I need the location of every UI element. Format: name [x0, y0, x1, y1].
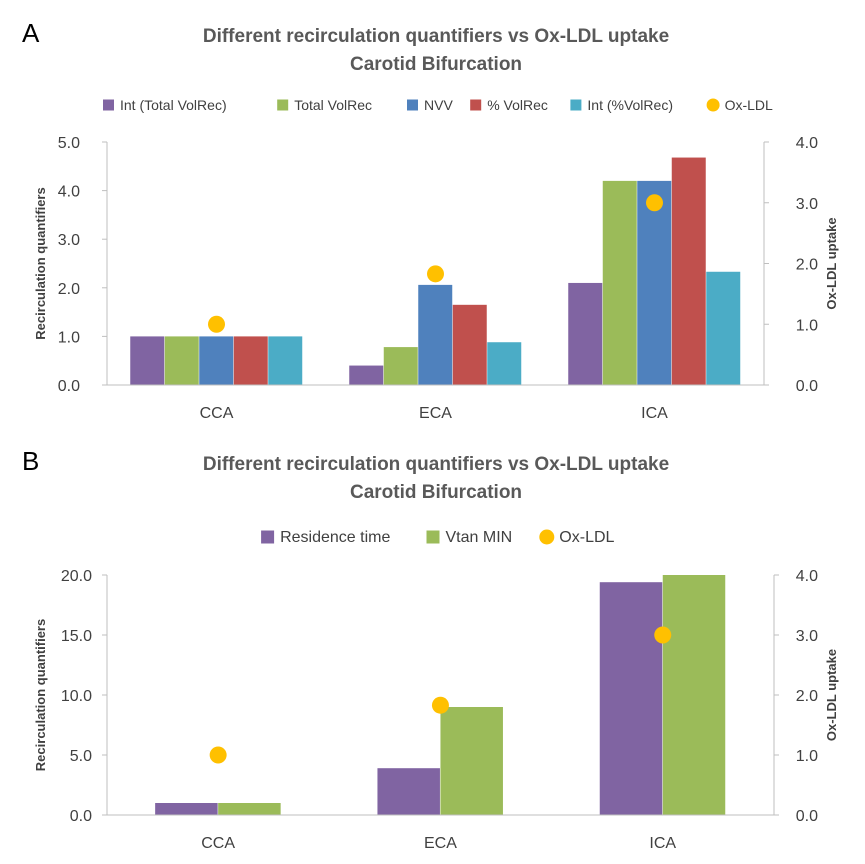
bar-int-volrec--cca: [268, 336, 303, 385]
panel-a-title-line1: Different recirculation quantifiers vs O…: [203, 26, 669, 47]
bar-vtan-min-ica: [662, 575, 726, 815]
legend-item-ox-ldl: Ox-LDL: [539, 529, 615, 546]
panel-b: B Different recirculation quantifiers vs…: [22, 446, 839, 852]
bar--volrec-eca: [452, 304, 487, 385]
panel-b-title-line2: Carotid Bifurcation: [350, 482, 522, 503]
bar--volrec-cca: [233, 336, 268, 385]
y-tick-label: 5.0: [58, 135, 80, 152]
y-axis-title: Recirculation quantifiers: [33, 187, 48, 339]
legend-item-int-total-volrec-: Int (Total VolRec): [103, 97, 227, 113]
legend-swatch: [103, 99, 114, 111]
legend-item-vtan-min: Vtan MIN: [426, 529, 513, 546]
legend-label: Total VolRec: [294, 97, 372, 113]
bar-residence-time-eca: [377, 768, 440, 815]
category-label-cca: CCA: [200, 405, 234, 422]
legend-label: NVV: [424, 97, 453, 113]
panel-b-plot: 0.0 5.0 10.0 15.0 20.0 0.0 1.0 2.0 3.0 4.0 Recircu…: [33, 568, 839, 852]
legend-item--volrec: % VolRec: [470, 97, 548, 113]
legend-swatch: [539, 529, 555, 545]
panel-a-legend: Int (Total VolRec) Total VolRec NVV % VolRe…: [103, 97, 773, 113]
legend-swatch: [426, 530, 440, 544]
bar-int-volrec--eca: [487, 342, 522, 385]
y-tick-label: 0.0: [70, 808, 92, 825]
y-tick-label: 1.0: [58, 329, 80, 346]
legend-item-residence-time: Residence time: [261, 529, 390, 546]
legend-item-nvv: NVV: [407, 97, 453, 113]
legend-label: Vtan MIN: [446, 529, 513, 546]
bar-int-volrec--ica: [706, 271, 741, 385]
point-ox-ldl-eca: [427, 265, 444, 283]
y-tick-label: 20.0: [61, 568, 92, 585]
category-label-ica: ICA: [641, 405, 668, 422]
bar-nvv-cca: [199, 336, 234, 385]
legend-label: Int (Total VolRec): [120, 97, 227, 113]
y2-tick-label: 4.0: [796, 135, 818, 152]
y2-axis-title: Ox-LDL uptake: [824, 649, 839, 741]
panel-a: A Different recirculation quantifiers vs…: [22, 18, 839, 422]
point-ox-ldl-cca: [208, 315, 225, 333]
y-tick-label: 3.0: [58, 232, 80, 249]
bar-total-volrec-eca: [383, 347, 418, 385]
legend-item-ox-ldl: Ox-LDL: [706, 97, 773, 113]
y2-tick-label: 2.0: [796, 688, 818, 705]
bar-int-total-volrec--cca: [130, 336, 165, 385]
legend-swatch: [407, 99, 418, 111]
y2-tick-label: 0.0: [796, 378, 818, 395]
y-tick-label: 15.0: [61, 628, 92, 645]
category-label-eca: ECA: [419, 405, 452, 422]
legend-swatch: [261, 530, 275, 544]
y-tick-label: 10.0: [61, 688, 92, 705]
y2-axis-title: Ox-LDL uptake: [824, 217, 839, 309]
legend-label: Ox-LDL: [725, 97, 773, 113]
legend-item-total-volrec: Total VolRec: [277, 97, 372, 113]
point-ox-ldl-cca: [209, 746, 227, 764]
bar-total-volrec-cca: [164, 336, 199, 385]
legend-label: Int (%VolRec): [587, 97, 673, 113]
panel-b-title-line1: Different recirculation quantifiers vs O…: [203, 454, 669, 475]
y2-tick-label: 1.0: [796, 317, 818, 334]
legend-label: % VolRec: [487, 97, 548, 113]
legend-swatch: [706, 98, 720, 112]
point-ox-ldl-ica: [654, 626, 672, 644]
y-tick-label: 0.0: [58, 378, 80, 395]
panel-a-title-line2: Carotid Bifurcation: [350, 54, 522, 75]
y-tick-label: 4.0: [58, 184, 80, 201]
y2-tick-label: 3.0: [796, 196, 818, 213]
category-label-ica: ICA: [649, 835, 676, 852]
point-ox-ldl-eca: [431, 696, 449, 714]
y-axis-title: Recirculation quantifiers: [33, 619, 48, 771]
bar-nvv-eca: [418, 284, 453, 385]
panel-a-letter: A: [22, 18, 40, 48]
y2-tick-label: 2.0: [796, 257, 818, 274]
bar-nvv-ica: [637, 180, 672, 385]
y2-tick-label: 1.0: [796, 748, 818, 765]
y2-tick-label: 4.0: [796, 568, 818, 585]
bar-residence-time-cca: [155, 803, 218, 815]
bar-int-total-volrec--eca: [349, 365, 384, 385]
bar-vtan-min-eca: [440, 707, 503, 815]
y-tick-label: 5.0: [70, 748, 92, 765]
panel-b-letter: B: [22, 446, 39, 476]
y2-tick-label: 0.0: [796, 808, 818, 825]
category-label-cca: CCA: [201, 835, 235, 852]
panel-b-legend: Residence time Vtan MIN Ox-LDL: [261, 529, 615, 546]
y2-tick-label: 3.0: [796, 628, 818, 645]
legend-swatch: [277, 99, 289, 111]
legend-swatch: [470, 99, 482, 111]
bar--volrec-ica: [671, 157, 706, 385]
panel-a-plot: 0.0 1.0 2.0 3.0 4.0 5.0 0.0 1.0 2.0 3.0 4.0 Recircu…: [33, 135, 839, 422]
point-ox-ldl-ica: [646, 194, 663, 212]
legend-label: Ox-LDL: [559, 529, 614, 546]
bar-int-total-volrec--ica: [568, 282, 603, 385]
y-tick-label: 2.0: [58, 281, 80, 298]
bar-vtan-min-cca: [218, 803, 281, 815]
legend-item-int-volrec-: Int (%VolRec): [570, 97, 673, 113]
legend-swatch: [570, 99, 582, 111]
bar-residence-time-ica: [599, 582, 663, 815]
bar-total-volrec-ica: [602, 180, 637, 385]
legend-label: Residence time: [280, 529, 390, 546]
category-label-eca: ECA: [424, 835, 457, 852]
